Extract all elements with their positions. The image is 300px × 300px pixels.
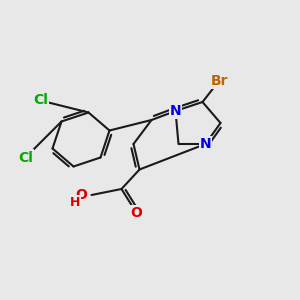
Text: Cl: Cl — [33, 94, 48, 107]
Text: N: N — [200, 137, 211, 151]
Text: N: N — [170, 104, 181, 118]
Text: O: O — [75, 188, 87, 202]
Text: Br: Br — [210, 74, 228, 88]
Text: Cl: Cl — [18, 151, 33, 164]
Text: H: H — [70, 196, 80, 209]
Text: O: O — [130, 206, 142, 220]
